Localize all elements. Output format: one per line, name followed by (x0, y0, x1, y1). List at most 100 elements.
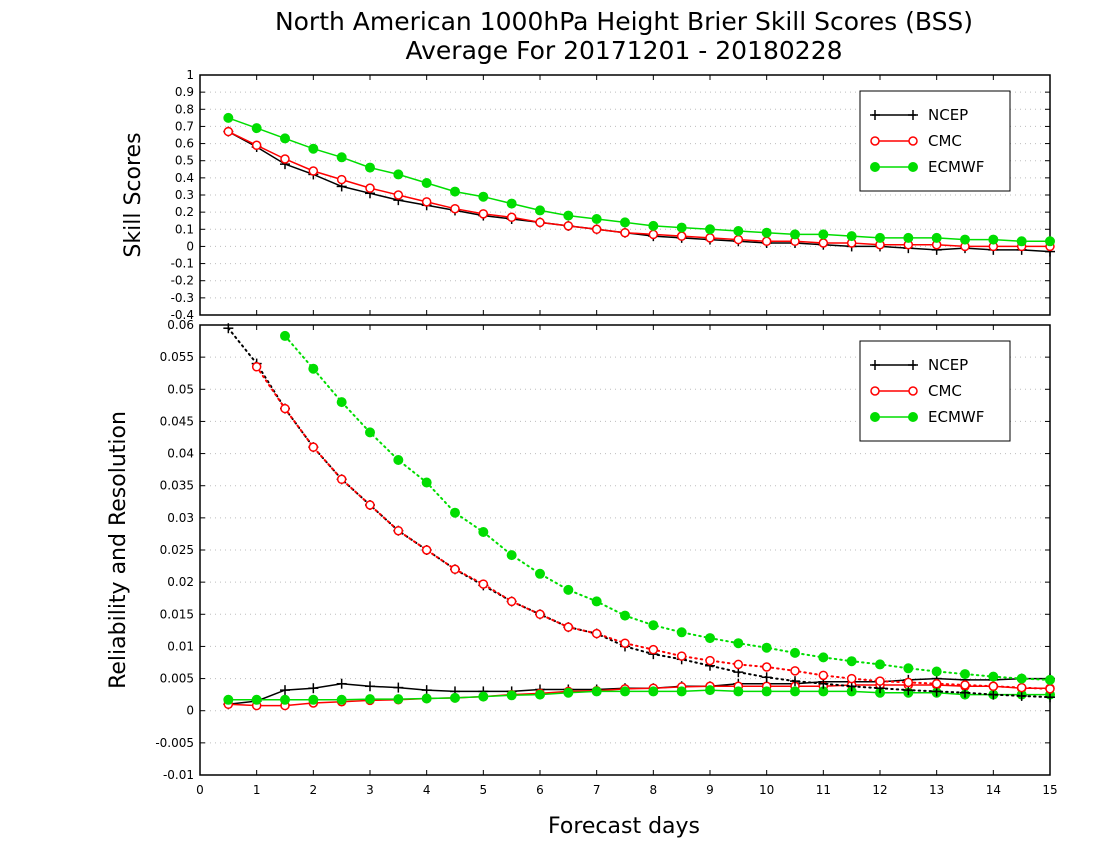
x-tick-label: 0 (196, 783, 204, 797)
data-point-ecmwf (705, 685, 715, 696)
data-point-cmc (818, 670, 829, 681)
data-point-ecmwf (223, 694, 234, 705)
legend-item-ecmwf: ECMWF (870, 408, 984, 426)
y-tick-label: 0.035 (160, 479, 194, 493)
x-tick-label: 1 (253, 783, 261, 797)
data-point-cmc (251, 140, 262, 151)
data-point-cmc (591, 224, 602, 235)
data-point-ecmwf (620, 610, 630, 621)
data-point-ecmwf (393, 694, 404, 705)
data-point-ecmwf (790, 229, 800, 240)
legend-item-cmc: CMC (870, 132, 962, 150)
data-point-cmc (790, 666, 800, 676)
y-tick-label: 1 (186, 68, 194, 82)
data-point-ncep (1016, 690, 1027, 701)
y-tick-label: 0 (186, 704, 194, 718)
x-tick-label: 7 (593, 783, 601, 797)
data-point-ecmwf (620, 217, 630, 228)
data-point-ecmwf (875, 659, 885, 670)
data-point-ecmwf (733, 226, 744, 236)
x-tick-label: 5 (480, 783, 488, 797)
y-tick-label: 0 (186, 239, 194, 253)
data-point-ecmwf (450, 507, 460, 518)
data-point-ecmwf (280, 694, 290, 705)
chart-panels: -0.4 -0.3 -0.2 -0.1 0 0.1 0.2 0.3 0.4 0.5 0.6 0.7 0.… (155, 68, 1057, 797)
data-point-cmc (563, 221, 574, 231)
data-point-ecmwf (563, 687, 574, 698)
data-point-ecmwf (336, 397, 347, 408)
data-point-cmc (761, 662, 772, 672)
x-tick-label: 12 (872, 783, 887, 797)
y-tick-label: 0.04 (167, 447, 194, 461)
data-point-ecmwf (506, 198, 517, 209)
data-point-cmc (478, 579, 489, 589)
data-point-ncep (393, 682, 404, 693)
data-point-ecmwf (761, 642, 772, 653)
data-point-ecmwf (648, 220, 659, 231)
legend-label: CMC (928, 382, 962, 400)
y-tick-label: 0.4 (175, 171, 194, 185)
series-line-ecmwf (284, 334, 1051, 681)
data-point-ecmwf (563, 210, 574, 221)
chart-panel-1: -0.4 -0.3 -0.2 -0.1 0 0.1 0.2 0.3 0.4 0.5 0.6 0.7 0.… (171, 68, 1055, 322)
data-point-ecmwf (308, 363, 319, 374)
data-point-ecmwf (308, 694, 319, 705)
data-point-ecmwf (393, 455, 404, 465)
data-point-cmc (280, 403, 290, 414)
legend-marker (908, 136, 918, 146)
data-point-ecmwf (308, 143, 319, 154)
data-point-ecmwf (535, 689, 545, 700)
data-point-cmc (535, 609, 545, 620)
data-point-cmc (535, 217, 545, 228)
chart-subtitle: Average For 20171201 - 20180228 (405, 36, 842, 65)
data-point-ecmwf (903, 663, 914, 674)
y-tick-label: 0.02 (167, 575, 194, 589)
data-point-ecmwf (931, 232, 942, 243)
data-point-cmc (336, 174, 347, 185)
data-point-cmc (1016, 682, 1027, 693)
data-point-ecmwf (393, 169, 404, 180)
data-point-ecmwf (478, 691, 489, 702)
data-point-ecmwf (988, 671, 999, 682)
legend-label: CMC (928, 132, 962, 150)
data-point-cmc (960, 680, 970, 690)
y-tick-label: 0.015 (160, 607, 194, 621)
data-point-ecmwf (365, 694, 375, 705)
data-point-cmc (676, 651, 687, 661)
legend-marker (908, 162, 918, 172)
data-point-ecmwf (705, 224, 715, 235)
data-point-cmc (620, 638, 630, 648)
legend: NCEP CMC ECMWF (859, 340, 1011, 442)
data-point-cmc (705, 233, 715, 243)
x-tick-label: 9 (706, 783, 714, 797)
x-tick-label: 14 (986, 783, 1001, 797)
data-point-ecmwf (676, 627, 687, 638)
y-tick-label: 0.005 (160, 672, 194, 686)
series-line-ecmwf (227, 689, 1051, 701)
y-tick-label: 0.7 (175, 119, 194, 133)
data-point-ecmwf (251, 694, 262, 705)
data-point-ecmwf (336, 152, 347, 163)
data-point-cmc (1045, 684, 1055, 694)
data-point-cmc (931, 678, 942, 689)
x-tick-label: 15 (1042, 783, 1057, 797)
data-point-ecmwf (648, 620, 659, 631)
data-point-ecmwf (506, 550, 517, 561)
data-point-ncep (1045, 692, 1055, 703)
y-tick-label: 0.03 (167, 511, 194, 525)
bottom-panel-ylabel: Reliability and Resolution (106, 411, 131, 689)
data-point-ncep (761, 672, 772, 683)
data-point-cmc (903, 677, 914, 688)
y-tick-label: 0.9 (175, 85, 194, 99)
y-tick-label: -0.4 (171, 308, 194, 322)
data-point-ecmwf (761, 227, 772, 238)
data-point-ecmwf (365, 162, 375, 173)
legend-item-ecmwf: ECMWF (870, 158, 984, 176)
data-point-cmc (478, 209, 489, 219)
data-point-cmc (648, 644, 659, 655)
y-tick-label: 0.2 (175, 205, 194, 219)
y-tick-label: 0.045 (160, 414, 194, 428)
chart-panel-2: -0.01 -0.005 0 0.005 0.01 0.015 0.02 0.025 0.03 0… (155, 318, 1057, 797)
legend-label: NCEP (928, 356, 968, 374)
legend-item-cmc: CMC (870, 382, 962, 400)
